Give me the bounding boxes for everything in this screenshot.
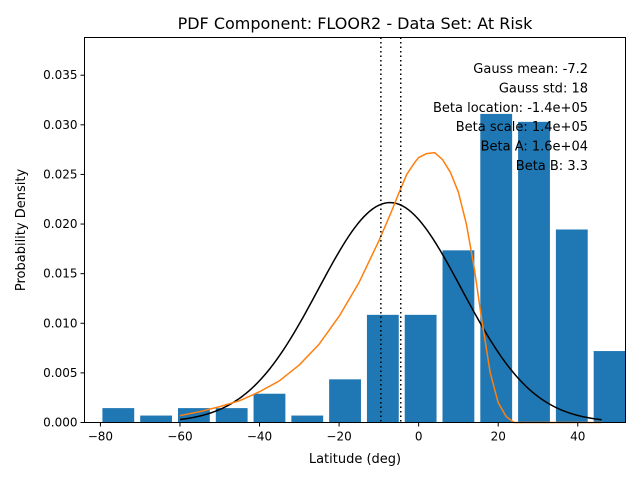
y-tick-label: 0.025 bbox=[43, 167, 77, 181]
histogram-bar bbox=[404, 314, 437, 423]
chart-title: PDF Component: FLOOR2 - Data Set: At Ris… bbox=[178, 14, 534, 33]
histogram-bar bbox=[215, 408, 248, 423]
x-tick-label: −40 bbox=[247, 430, 272, 444]
reference-lines bbox=[380, 37, 402, 423]
histogram-bar bbox=[593, 351, 626, 423]
x-axis-label: Latitude (deg) bbox=[309, 452, 401, 467]
x-tick-label: −80 bbox=[88, 430, 113, 444]
x-tick-label: 20 bbox=[491, 430, 506, 444]
beta-pdf-line bbox=[179, 151, 602, 424]
x-tick-label: 0 bbox=[415, 430, 423, 444]
y-tick-label: 0.015 bbox=[43, 267, 77, 281]
y-axis-label: Probability Density bbox=[14, 169, 29, 292]
annotation-text: Beta location: -1.4e+05 bbox=[433, 101, 588, 116]
annotation-text: Gauss std: 18 bbox=[499, 81, 588, 96]
x-tick-label: 40 bbox=[570, 430, 585, 444]
annotation-text: Beta scale: 1.4e+05 bbox=[456, 120, 588, 135]
x-axis-ticks: −80 −60 −40 −20 0 20 40 bbox=[88, 422, 585, 444]
x-tick-label: −60 bbox=[167, 430, 192, 444]
histogram-bar bbox=[329, 379, 361, 423]
pdf-curves bbox=[179, 151, 602, 424]
histogram-bar bbox=[140, 415, 173, 423]
histogram-bar bbox=[102, 408, 135, 423]
y-tick-label: 0.035 bbox=[43, 68, 77, 82]
annotation-text: Gauss mean: -7.2 bbox=[473, 62, 588, 77]
histogram-bar bbox=[555, 229, 588, 423]
y-tick-label: 0.010 bbox=[43, 316, 77, 330]
annotation-text: Beta A: 1.6e+04 bbox=[481, 140, 588, 155]
y-tick-label: 0.005 bbox=[43, 366, 77, 380]
histogram-bar bbox=[480, 113, 513, 423]
histogram-bar bbox=[518, 121, 550, 423]
histogram-bars bbox=[102, 113, 626, 423]
histogram-bar bbox=[291, 415, 324, 423]
x-tick-label: −20 bbox=[326, 430, 351, 444]
gauss-pdf-line bbox=[179, 201, 602, 421]
histogram-bar bbox=[442, 250, 475, 423]
y-tick-label: 0.030 bbox=[43, 118, 77, 132]
y-axis-ticks: 0.000 0.005 0.010 0.015 0.020 0.025 0.030 0.035 bbox=[43, 68, 85, 430]
y-tick-label: 0.000 bbox=[43, 416, 77, 430]
histogram-bar bbox=[253, 393, 286, 423]
histogram-bar bbox=[366, 314, 399, 423]
y-tick-label: 0.020 bbox=[43, 217, 77, 231]
fit-parameters: Gauss mean: -7.2 Gauss std: 18 Beta locati… bbox=[433, 62, 588, 174]
plot-frame bbox=[84, 37, 626, 423]
annotation-text: Beta B: 3.3 bbox=[516, 159, 588, 174]
